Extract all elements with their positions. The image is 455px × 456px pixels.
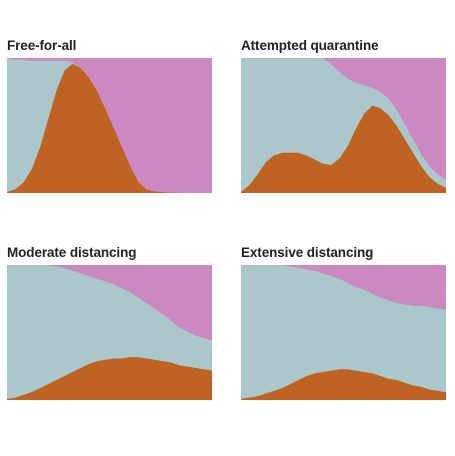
recovered-area [7, 58, 212, 193]
area-chart [241, 58, 446, 193]
recovered-area [7, 265, 212, 341]
recovered-area [241, 265, 446, 310]
healthy-area [241, 58, 446, 193]
area-chart [7, 58, 212, 193]
recovered-area [241, 58, 446, 180]
chart-title: Attempted quarantine [241, 38, 379, 53]
chart-title: Extensive distancing [241, 245, 374, 260]
chart-title: Moderate distancing [7, 245, 137, 260]
chart-title: Free-for-all [7, 38, 77, 53]
area-chart [7, 265, 212, 400]
area-chart [241, 265, 446, 400]
